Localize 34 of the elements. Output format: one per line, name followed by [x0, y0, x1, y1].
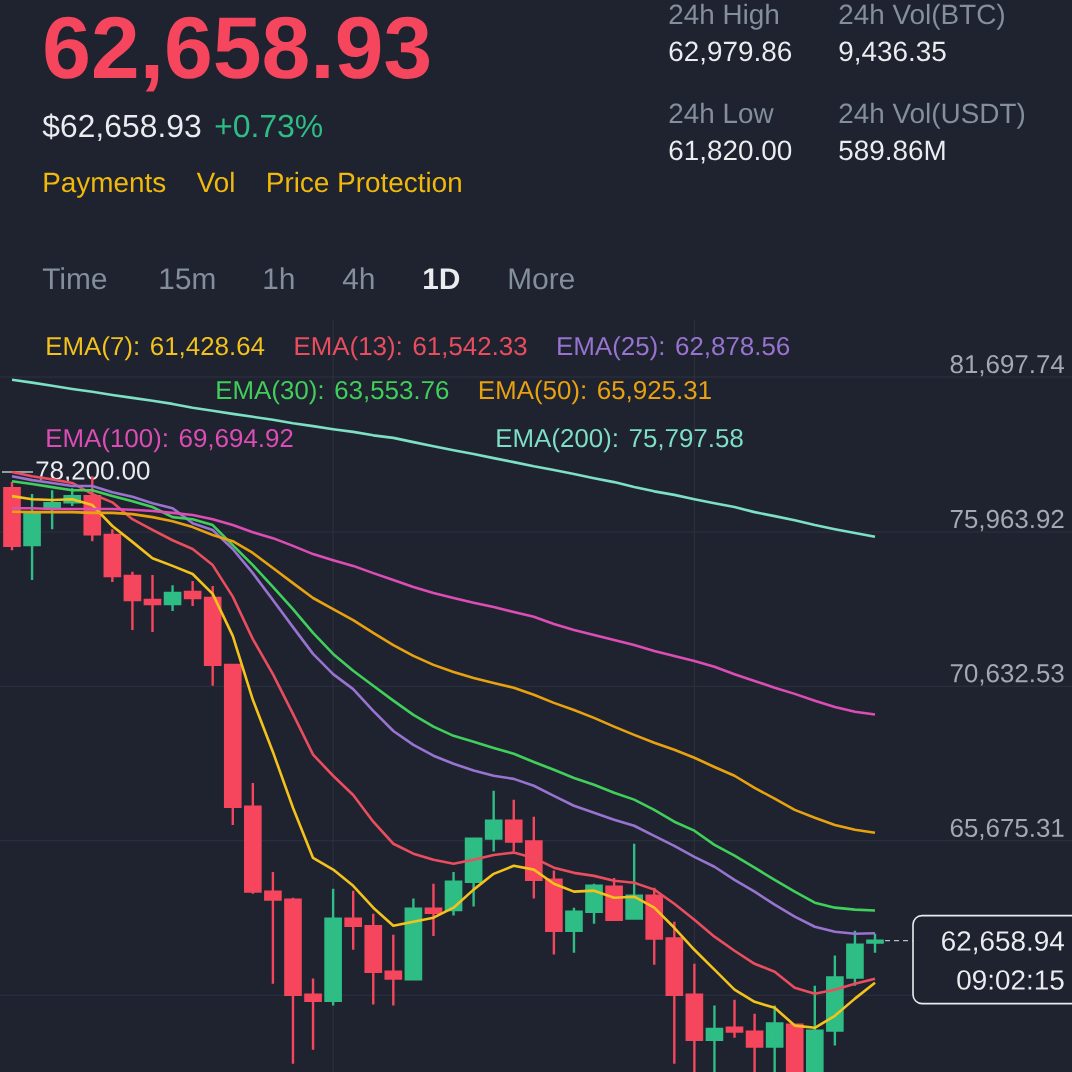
text: Payments	[44, 172, 166, 198]
text: EMA(13): 61,542.33	[295, 336, 527, 361]
text: EMA(7): 61,428.64	[47, 336, 265, 361]
chart-title: 62,658.93	[45, 16, 430, 92]
text: EMA(30): 63,553.76	[217, 380, 449, 405]
chart-subtitle: $62,658.93	[42, 113, 201, 142]
text: +0.73%	[215, 114, 323, 138]
text: 24h Vol(USDT)	[839, 102, 1025, 129]
text: 62,979.86	[669, 41, 792, 65]
text: Vol	[196, 171, 234, 193]
text: 4h	[342, 267, 374, 289]
y-tick-label: 70,632.53	[950, 664, 1064, 686]
y-tick-label: 81,697.74	[950, 354, 1065, 377]
text: 589.86M	[839, 140, 945, 161]
text: EMA(100): 69,694.92	[47, 428, 293, 453]
text: 09:02:15	[957, 970, 1064, 990]
text: More	[509, 268, 574, 290]
y-tick-label: 75,963.92	[950, 509, 1064, 532]
text: Price Protection	[268, 171, 461, 193]
text: 15m	[160, 268, 215, 290]
ref-line-label: 62,658.94	[942, 931, 1064, 955]
text: 61,820.00	[669, 140, 792, 164]
annotation: 78,200.00	[36, 461, 150, 483]
text: 9,436.35	[839, 41, 946, 65]
text: EMA(50): 65,925.31	[479, 380, 711, 405]
text: Time	[42, 267, 107, 290]
y-tick-label: 65,675.31	[950, 818, 1064, 841]
text: 24h High	[669, 3, 779, 30]
text: 24h Vol(BTC)	[839, 3, 1004, 30]
text: EMA(25): 62,878.56	[558, 336, 790, 361]
series-label: EMA(200): 75,797.58	[497, 428, 743, 453]
text: 1h	[264, 267, 294, 289]
text: 1D	[424, 268, 460, 289]
text: 24h Low	[669, 102, 774, 124]
